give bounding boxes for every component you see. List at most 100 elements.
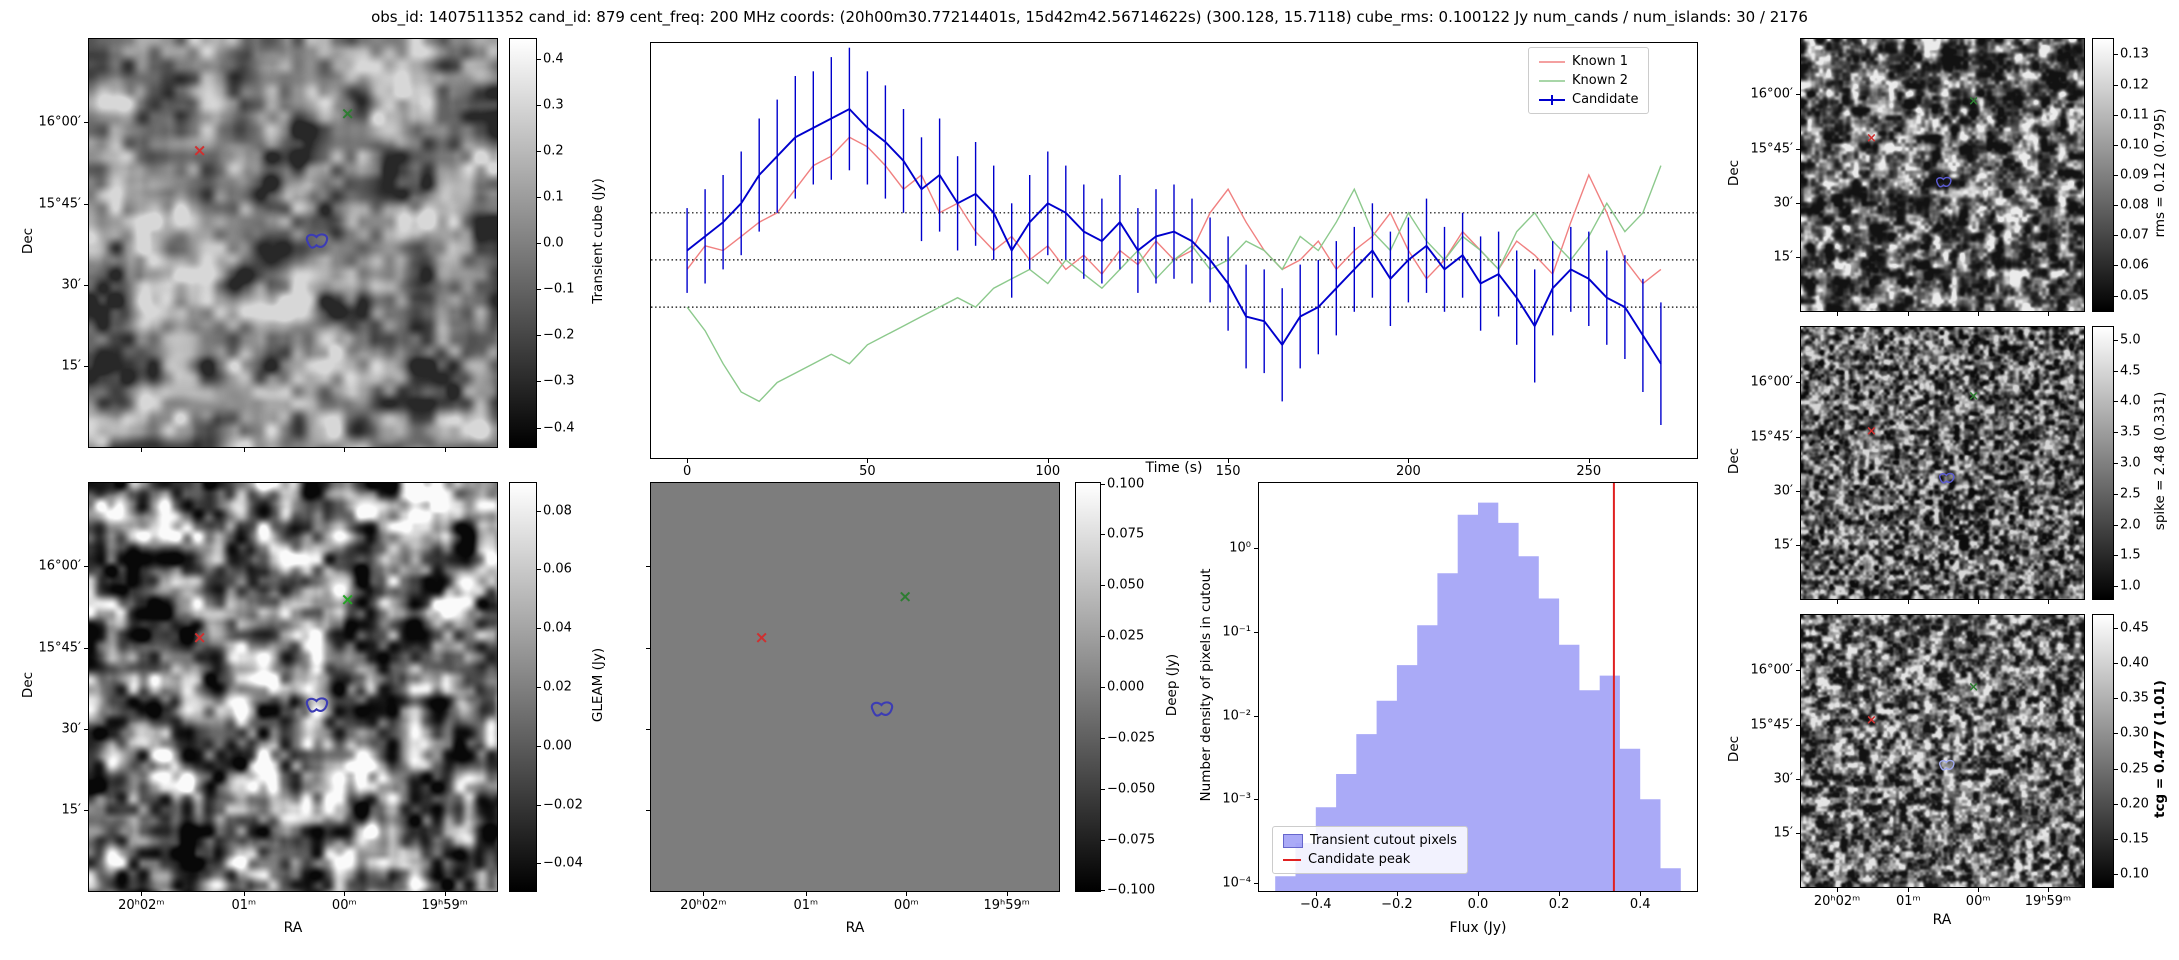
green-x-marker-icon: ×: [1968, 93, 1980, 109]
axis-tick-mark: [1254, 882, 1258, 884]
axis-tick-mark: [2114, 586, 2118, 588]
axis-tick-mark: [1908, 312, 1910, 316]
axis-tick-label: 0.09: [2120, 167, 2149, 183]
axis-tick-label: 1.5: [2120, 547, 2141, 563]
axis-tick-mark: [141, 448, 143, 452]
legend-line-icon: [1539, 94, 1565, 106]
axis-tick-mark: [1254, 548, 1258, 550]
axis-tick-mark: [1796, 545, 1800, 547]
axis-tick-mark: [646, 810, 650, 811]
axis-tick-mark: [84, 122, 88, 124]
axis-tick-label: 0.2: [1548, 897, 1570, 912]
axis-tick-label: 0.20: [2120, 796, 2149, 812]
axis-tick-mark: [1640, 892, 1642, 896]
green-x-marker-icon: ×: [1968, 680, 1980, 696]
axis-tick-label: −0.100: [1107, 882, 1156, 898]
axis-tick-mark: [2114, 698, 2118, 700]
axis-tick-mark: [1796, 670, 1800, 672]
axis-tick-label: 16°00′: [1750, 374, 1793, 390]
lightcurve-legend: Known 1 Known 2 Candidate: [1528, 47, 1650, 114]
axis-tick-mark: [537, 381, 541, 383]
axis-tick-label: 0.075: [1107, 526, 1145, 542]
green-x-marker-icon: ×: [1968, 388, 1980, 404]
axis-tick-mark: [2114, 493, 2118, 495]
axis-tick-mark: [537, 687, 541, 688]
axis-tick-label: 20ʰ02ᵐ: [680, 898, 727, 913]
axis-tick-mark: [1908, 600, 1910, 604]
colorbar-gleam: [509, 482, 537, 892]
rms-image: [1801, 39, 2084, 311]
axis-tick-mark: [1796, 148, 1800, 150]
axis-tick-label: 0.4: [543, 51, 564, 66]
axis-tick-label: 0.2: [543, 143, 564, 159]
axis-tick-label: 0.13: [2120, 46, 2149, 62]
axis-tick-label: 0.08: [543, 503, 572, 519]
axis-tick-label: 0.000: [1107, 679, 1145, 695]
axis-tick-label: 0.1: [543, 189, 564, 205]
axis-tick-label: 0.04: [543, 620, 572, 636]
axis-tick-mark: [1796, 382, 1800, 384]
axis-tick-mark: [84, 810, 88, 811]
axis-tick-mark: [537, 289, 541, 291]
axis-tick-label: 0.05: [2120, 288, 2149, 304]
axis-tick-label: −0.3: [543, 373, 575, 389]
axis-tick-label: 01ᵐ: [231, 898, 257, 913]
axis-tick-label: 150: [1215, 464, 1241, 479]
axis-tick-mark: [2114, 401, 2118, 403]
legend-item: Known 1: [1539, 52, 1638, 71]
axis-tick-mark: [1101, 585, 1105, 587]
axis-tick-label: 0.08: [2120, 197, 2149, 213]
axis-tick-label: 19ʰ59ᵐ: [983, 898, 1030, 913]
axis-tick-label: 15′: [1773, 249, 1794, 265]
histogram-y-axis-label: Number density of pixels in cutout: [1198, 568, 1214, 802]
axis-tick-label: 0.10: [2120, 866, 2149, 882]
axis-tick-label: 10⁻²: [1222, 708, 1251, 723]
axis-tick-mark: [1047, 459, 1049, 463]
colorbar-label-spike: spike = 2.48 (0.331): [2152, 391, 2168, 531]
axis-tick-mark: [2114, 144, 2118, 146]
legend-item-label: Candidate: [1572, 92, 1639, 107]
axis-tick-mark: [537, 863, 541, 865]
axis-tick-mark: [2114, 803, 2118, 805]
axis-tick-mark: [84, 566, 88, 568]
panel-deep-cutout: × ×: [650, 482, 1060, 892]
axis-tick-mark: [444, 892, 446, 896]
axis-tick-mark: [805, 892, 807, 896]
axis-tick-label: 30′: [61, 277, 82, 293]
axis-tick-label: 0.30: [2120, 725, 2149, 741]
axis-tick-label: −0.4: [1300, 897, 1332, 912]
legend-patch-icon: [1283, 833, 1303, 848]
axis-tick-label: 10⁰: [1229, 540, 1251, 556]
axis-tick-mark: [84, 204, 88, 206]
axis-tick-label: 15′: [1773, 537, 1794, 553]
axis-tick-mark: [2114, 463, 2118, 464]
axis-tick-label: 10⁻¹: [1222, 624, 1251, 640]
axis-tick-mark: [646, 729, 650, 731]
axis-tick-label: 0.06: [543, 561, 572, 577]
axis-tick-label: 5.0: [2120, 332, 2141, 348]
axis-tick-label: 0.06: [2120, 257, 2149, 273]
axis-tick-mark: [646, 566, 650, 568]
legend-item: Candidate: [1539, 90, 1638, 109]
axis-tick-label: −0.02: [543, 797, 583, 813]
figure-title: obs_id: 1407511352 cand_id: 879 cent_fre…: [371, 8, 1808, 26]
panel-gleam-cutout: × ×: [88, 482, 498, 892]
legend-line-icon: [1283, 854, 1301, 866]
axis-tick-label: 30′: [1773, 483, 1794, 499]
axis-tick-mark: [344, 892, 346, 896]
axis-tick-mark: [2047, 600, 2049, 604]
axis-tick-mark: [2114, 874, 2118, 876]
axis-tick-mark: [2114, 662, 2118, 664]
axis-tick-mark: [687, 459, 689, 463]
axis-tick-label: −0.2: [1381, 897, 1413, 912]
spike-image: [1801, 327, 2084, 599]
flux-histogram-plot: [1275, 483, 1681, 891]
axis-tick-label: 100: [1035, 464, 1061, 479]
legend-item-label: Known 2: [1572, 73, 1628, 88]
axis-tick-mark: [2114, 339, 2118, 341]
axis-tick-mark: [84, 648, 88, 650]
axis-tick-mark: [1978, 312, 1980, 316]
axis-tick-mark: [1254, 715, 1258, 717]
axis-tick-label: −0.050: [1107, 781, 1156, 797]
axis-tick-label: −0.04: [543, 855, 583, 871]
